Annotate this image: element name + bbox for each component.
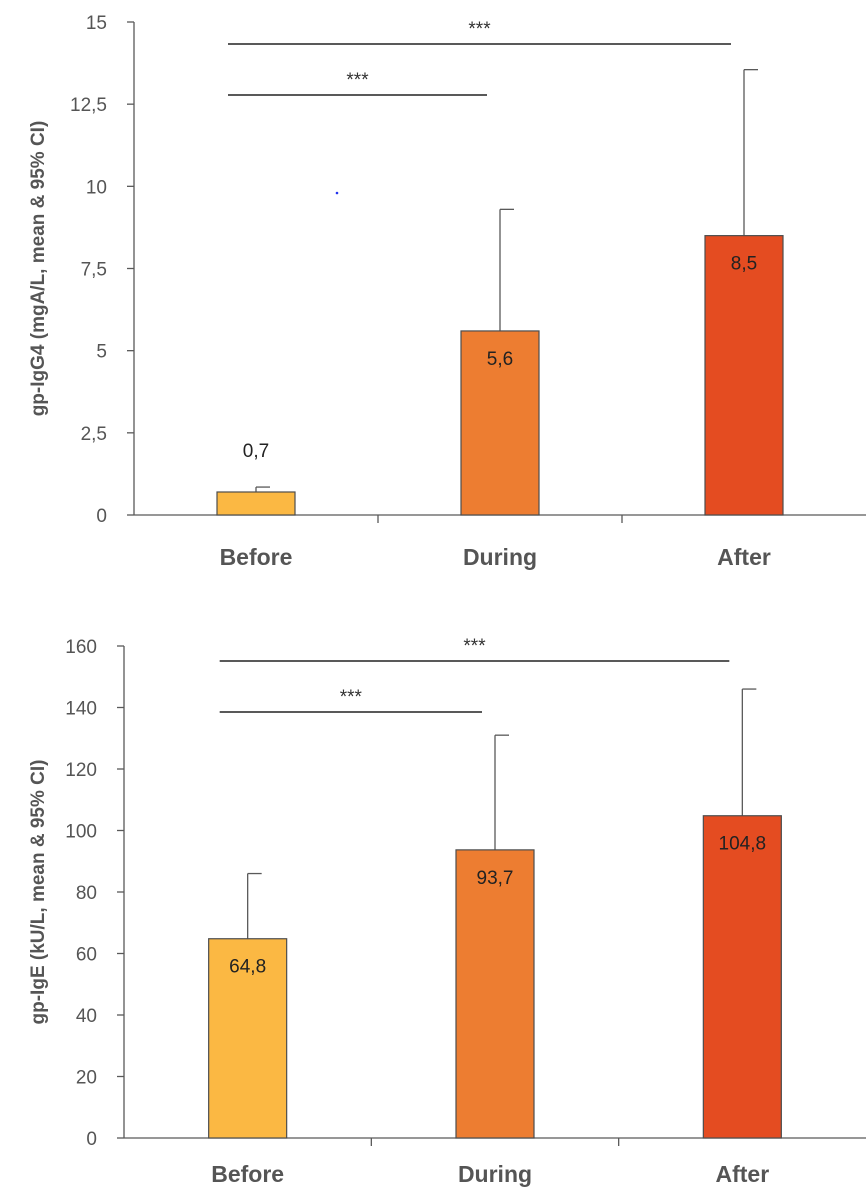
significance-label: *** — [468, 19, 491, 40]
y-tick-label: 120 — [65, 760, 97, 781]
y-tick-label: 12,5 — [70, 95, 107, 116]
y-tick-label: 2,5 — [81, 424, 107, 445]
ige-chart: 0 20 40 60 80 100 120 140 160 gp-IgE (kU/L, mean … — [28, 636, 866, 1187]
bar-after — [702, 815, 782, 1139]
data-label: 104,8 — [719, 834, 767, 855]
data-label: 64,8 — [229, 957, 266, 978]
y-axis-title: gp-IgG4 (mgA/L, mean & 95% CI) — [28, 121, 49, 417]
y-tick-label: 15 — [86, 13, 107, 34]
y-tick-label: 60 — [76, 945, 97, 966]
data-label: 5,6 — [487, 349, 513, 370]
y-tick-label: 40 — [76, 1006, 97, 1027]
x-category-label: Before — [211, 1161, 284, 1187]
x-category-label: After — [717, 544, 771, 570]
y-tick-label: 5 — [96, 342, 107, 363]
bar-before — [208, 938, 288, 1139]
bar-after — [704, 235, 784, 516]
x-category-label: After — [715, 1161, 769, 1187]
x-category-label: Before — [220, 544, 293, 570]
y-tick-label: 0 — [96, 506, 107, 527]
y-tick-label: 160 — [65, 637, 97, 658]
y-tick-label: 100 — [65, 822, 97, 843]
x-category-label: During — [458, 1161, 532, 1187]
x-category-label: During — [463, 544, 537, 570]
y-tick-label: 140 — [65, 699, 97, 720]
stray-dot — [335, 191, 339, 195]
significance-label: *** — [346, 70, 369, 91]
significance-label: *** — [340, 687, 363, 708]
bar-before — [216, 491, 296, 516]
data-label: 0,7 — [243, 441, 269, 462]
y-tick-label: 10 — [86, 177, 107, 198]
bar-during — [460, 330, 540, 516]
y-tick-label: 0 — [86, 1129, 97, 1150]
significance-label: *** — [463, 636, 486, 657]
y-tick-label: 20 — [76, 1068, 97, 1089]
data-label: 8,5 — [731, 254, 757, 275]
igg4-chart: 0 2,5 5 7,5 10 12,5 15 gp-IgG4 (mgA/L, mean & 9… — [28, 13, 866, 570]
y-axis-title: gp-IgE (kU/L, mean & 95% CI) — [28, 760, 49, 1025]
y-tick-label: 7,5 — [81, 260, 107, 281]
y-tick-label: 80 — [76, 883, 97, 904]
data-label: 93,7 — [477, 868, 514, 889]
bar-during — [455, 849, 535, 1139]
